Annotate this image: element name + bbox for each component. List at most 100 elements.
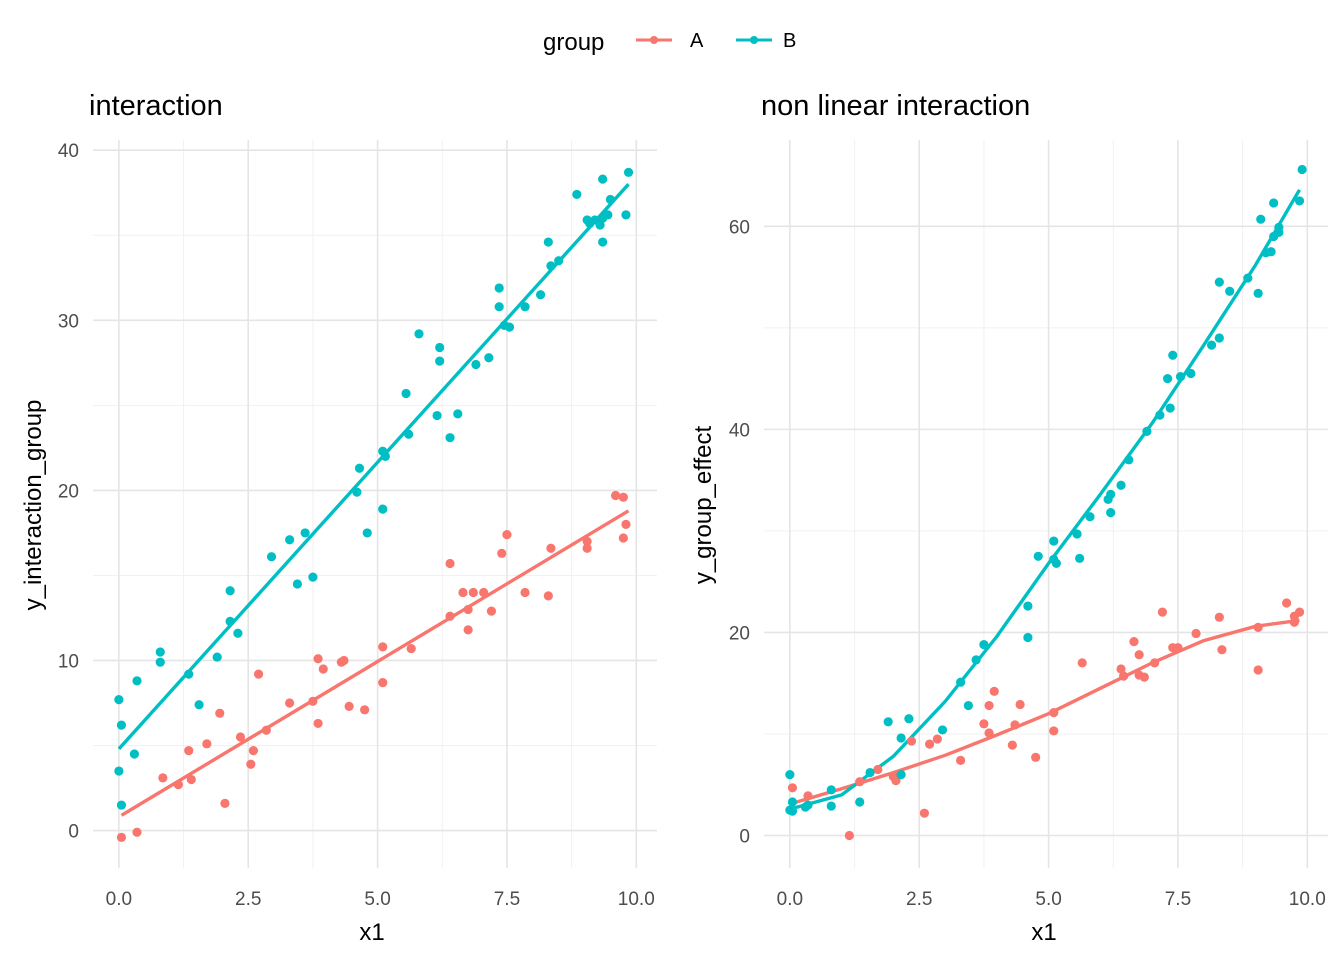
y-tick-label: 0 xyxy=(739,827,750,848)
x-tick-label: 10.0 xyxy=(618,889,655,910)
data-point-a xyxy=(313,654,323,664)
y-tick-label: 10 xyxy=(58,651,79,672)
x-tick-label: 2.5 xyxy=(906,889,932,910)
data-point-a xyxy=(1031,752,1041,762)
x-tick-label: 2.5 xyxy=(235,889,261,910)
data-point-a xyxy=(313,718,323,729)
data-point-b xyxy=(1269,198,1279,208)
data-point-b xyxy=(1023,601,1033,611)
data-point-a xyxy=(486,606,497,616)
x-tick-labels: 0.0 2.5 5.0 7.5 10.0 xyxy=(777,889,1326,910)
data-point-b xyxy=(432,410,442,421)
data-point-a xyxy=(261,725,271,735)
x-tick-label: 7.5 xyxy=(1165,889,1191,910)
gridlines xyxy=(764,140,1328,868)
data-point-a xyxy=(406,643,416,654)
data-point-b xyxy=(1106,508,1116,518)
fit-line-a xyxy=(120,509,630,817)
data-point-b xyxy=(623,167,634,177)
data-point-b xyxy=(129,749,139,759)
data-point-b xyxy=(543,237,553,247)
legend-entry-a: A xyxy=(636,30,704,52)
data-point-b xyxy=(225,616,235,626)
data-point-b xyxy=(826,801,836,811)
gridlines xyxy=(93,140,657,868)
data-point-b xyxy=(435,342,445,353)
data-point-a xyxy=(1294,607,1305,617)
data-point-a xyxy=(1139,672,1149,682)
data-point-b xyxy=(963,700,973,711)
fit-line-b xyxy=(117,183,630,751)
data-point-b xyxy=(1106,489,1116,499)
data-point-a xyxy=(1077,658,1087,668)
data-point-a xyxy=(1010,720,1020,730)
y-tick-label: 40 xyxy=(58,141,79,162)
y-tick-labels: 0 20 40 60 xyxy=(729,217,750,847)
panel-non-linear-interaction: non linear interaction 0.0 2.5 5.0 7.5 10.0 … xyxy=(690,90,1328,946)
data-point-a xyxy=(173,780,183,790)
data-point-b xyxy=(1266,247,1276,257)
x-tick-label: 5.0 xyxy=(1035,889,1061,910)
data-point-a xyxy=(803,791,813,801)
data-point-a xyxy=(1217,645,1227,655)
data-point-a xyxy=(984,728,994,738)
data-point-a xyxy=(1214,612,1224,622)
data-point-b xyxy=(1274,227,1284,237)
x-tick-labels: 0.0 2.5 5.0 7.5 10.0 xyxy=(106,889,655,910)
data-point-a xyxy=(891,776,901,786)
data-point-a xyxy=(979,719,989,729)
data-point-a xyxy=(235,732,246,742)
data-point-b xyxy=(266,552,277,562)
legend-key-point-a xyxy=(650,36,658,44)
data-point-a xyxy=(445,611,455,621)
data-point-b xyxy=(504,322,515,332)
data-point-b xyxy=(572,189,582,200)
data-point-a xyxy=(543,591,553,601)
data-point-b xyxy=(378,504,388,514)
x-tick-label: 0.0 xyxy=(777,889,803,910)
data-point-b xyxy=(1075,553,1085,563)
data-point-a xyxy=(1049,726,1059,736)
data-point-b xyxy=(445,433,455,443)
y-axis-label: y_interaction_group xyxy=(20,400,47,611)
data-point-a xyxy=(621,519,631,530)
y-tick-label: 20 xyxy=(729,623,750,644)
data-point-b xyxy=(855,797,865,807)
data-point-a xyxy=(248,746,259,756)
data-point-b xyxy=(1225,286,1235,296)
data-point-b xyxy=(1124,455,1134,465)
data-point-b xyxy=(132,676,142,686)
data-point-a xyxy=(919,808,930,818)
data-point-a xyxy=(520,587,530,598)
data-point-b xyxy=(414,329,424,339)
data-point-b xyxy=(1162,374,1173,384)
data-point-a xyxy=(285,698,295,708)
data-point-b xyxy=(225,586,235,596)
data-point-a xyxy=(618,492,628,502)
data-point-b xyxy=(1142,426,1152,437)
data-point-b xyxy=(194,700,204,710)
data-point-b xyxy=(896,733,906,743)
data-point-b xyxy=(233,628,243,638)
data-point-b xyxy=(1165,403,1175,413)
data-point-a xyxy=(202,739,212,749)
points xyxy=(114,167,634,842)
data-point-b xyxy=(114,695,124,705)
data-point-a xyxy=(445,558,455,569)
data-point-b xyxy=(1116,480,1126,490)
data-point-b xyxy=(471,359,481,370)
data-point-b xyxy=(904,714,914,724)
data-point-a xyxy=(611,490,621,501)
data-point-b xyxy=(535,290,546,300)
data-point-b xyxy=(453,409,463,419)
fit-lines xyxy=(117,183,630,817)
data-point-b xyxy=(116,720,127,730)
data-point-a xyxy=(158,773,168,783)
data-point-b xyxy=(380,451,390,461)
data-point-a xyxy=(546,543,556,553)
data-point-b xyxy=(484,353,494,363)
data-point-a xyxy=(1282,598,1292,608)
data-point-b xyxy=(212,652,222,662)
data-point-b xyxy=(554,256,564,266)
